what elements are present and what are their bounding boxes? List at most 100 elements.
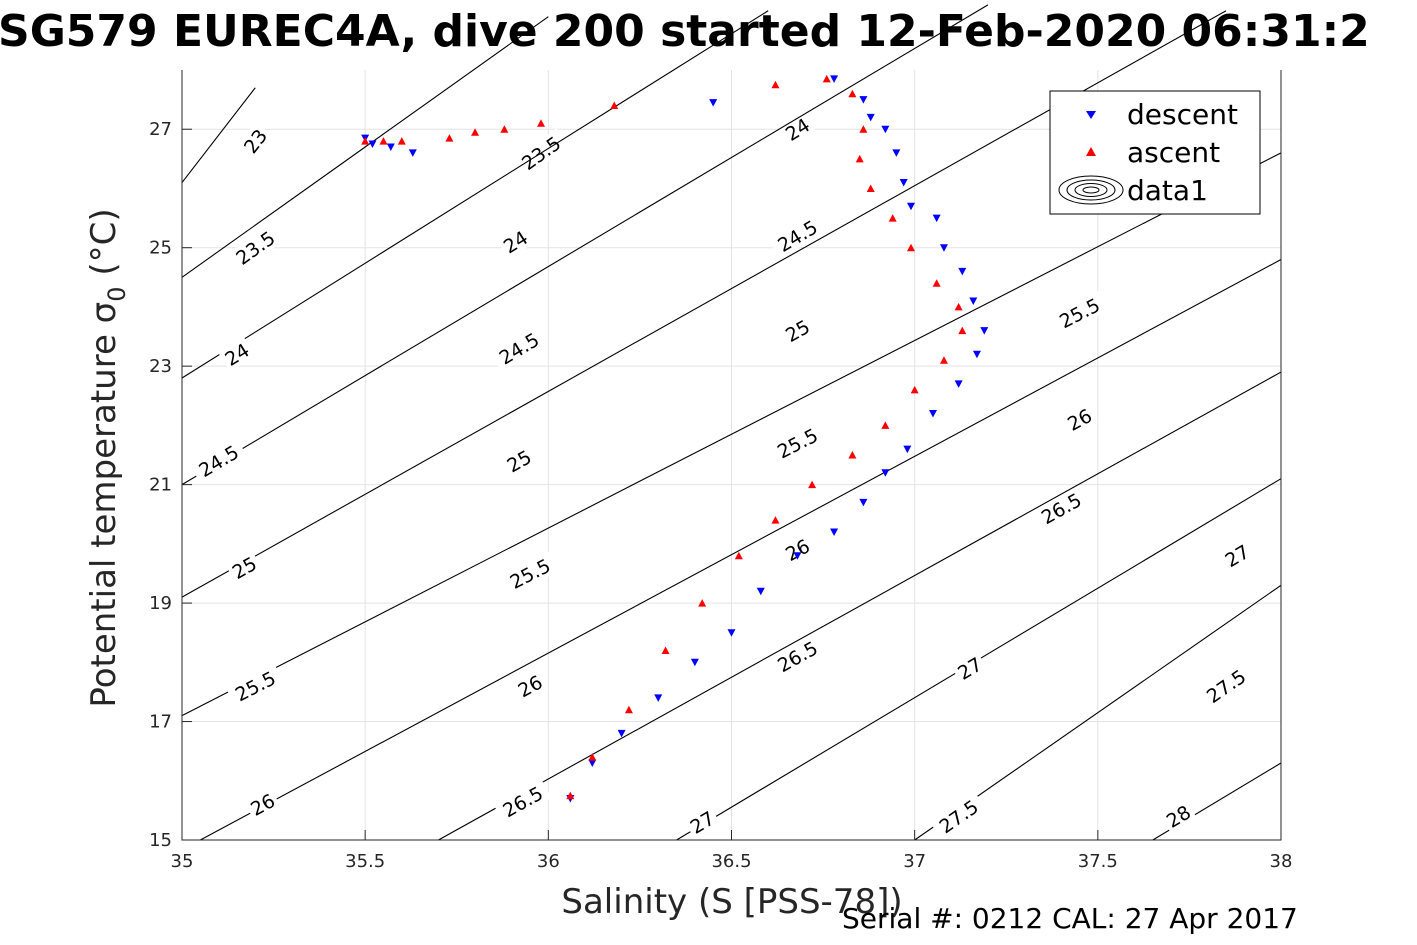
descent-point: [830, 75, 839, 83]
ascent-point: [866, 184, 875, 192]
ascent-point: [848, 89, 857, 98]
ascent-point: [881, 421, 890, 429]
contour-label-bg: [1159, 799, 1197, 834]
y-axis-label: Potential temperature σ0 (°C): [84, 208, 131, 707]
descent-point: [928, 410, 937, 418]
descent-point: [727, 629, 736, 637]
contour-label-bg: [189, 437, 248, 485]
data-points: [361, 74, 989, 803]
contour-label-bg: [500, 551, 560, 596]
x-tick-label: 36: [537, 851, 560, 872]
contour-label: 26: [779, 532, 816, 567]
contour-label-bg: [1061, 402, 1098, 437]
x-tick-label: 38: [1270, 851, 1293, 872]
x-tick-label: 35: [171, 851, 194, 872]
contour-label-bg: [778, 111, 816, 147]
calibration-footer: Serial #: 0212 CAL: 27 Apr 2017: [842, 902, 1298, 935]
ascent-point: [397, 137, 406, 145]
legend-box: [1049, 90, 1261, 215]
contour-label-bg: [778, 313, 816, 348]
descent-point: [408, 149, 417, 157]
ascent-point: [698, 599, 707, 607]
contour-label-bg: [779, 532, 816, 567]
descent-point: [969, 297, 978, 305]
ascent-point: [888, 214, 897, 222]
contour-label-bg: [930, 791, 988, 841]
descent-point: [980, 327, 989, 335]
descent-point: [866, 113, 875, 122]
y-axis-label-main: Potential temperature σ: [84, 302, 124, 708]
contour-label-bg: [768, 212, 827, 260]
ascent-point: [734, 551, 743, 560]
ascent-point: [771, 516, 780, 524]
ascent-point: [954, 302, 963, 311]
descent-point: [690, 658, 699, 667]
descent-point: [954, 380, 963, 388]
contour-label-bg: [511, 669, 549, 703]
contour-label-bg: [768, 633, 827, 680]
descent-point: [756, 587, 765, 596]
ascent-point: [848, 451, 857, 459]
contour-label-bg: [493, 778, 552, 825]
contour-label-bg: [226, 663, 285, 709]
contour-label-bg: [225, 550, 263, 585]
ascent-point: [471, 128, 480, 136]
contour-line-26: [200, 259, 1282, 841]
descent-point: [899, 179, 908, 187]
descent-point: [654, 694, 663, 702]
descent-point: [709, 99, 718, 107]
ascent-point: [932, 279, 941, 287]
contour-label-bg: [496, 224, 534, 260]
descent-point: [859, 498, 868, 507]
descent-point: [903, 445, 912, 454]
legend-descent-marker: [1086, 111, 1096, 119]
ascent-point: [537, 119, 546, 127]
ascent-point: [500, 125, 509, 133]
x-tick-label: 37.5: [1078, 851, 1118, 872]
descent-point: [907, 202, 916, 211]
ascent-point: [907, 243, 916, 252]
ascent-point: [445, 134, 454, 142]
ascent-point: [566, 791, 575, 800]
legend: descent ascent data1: [1049, 90, 1261, 215]
contour-label-bg: [1032, 485, 1091, 532]
contour-line-23-5: [181, 16, 549, 278]
contour-line-24-5: [181, 4, 989, 486]
legend-ascent-label: ascent: [1127, 136, 1220, 169]
descent-point: [793, 552, 802, 560]
y-tick-label: 17: [149, 712, 172, 733]
legend-contour-icon: [1058, 175, 1124, 205]
x-tick-label: 37: [903, 851, 926, 872]
contour-label-bg: [237, 122, 274, 160]
contour-label-bg: [1197, 661, 1255, 711]
descent-point: [386, 143, 395, 151]
contour-label-bg: [1050, 290, 1109, 335]
descent-point: [939, 244, 948, 252]
y-tick-label: 21: [149, 475, 172, 496]
chart-title: SG579 EUREC4A, dive 200 started 12-Feb-2…: [0, 6, 1370, 57]
y-tick-label: 25: [149, 238, 172, 259]
legend-ascent-marker: [1086, 147, 1096, 156]
ascent-point: [379, 137, 388, 145]
descent-point: [958, 267, 967, 276]
descent-point: [859, 96, 868, 104]
legend-data1-label: data1: [1127, 174, 1208, 207]
descent-point: [881, 469, 890, 477]
contour-label-bg: [683, 805, 721, 840]
ascent-point: [624, 705, 633, 714]
ascent-point: [939, 356, 948, 364]
descent-point: [830, 528, 839, 536]
x-tick-label: 36.5: [711, 851, 751, 872]
ascent-point: [958, 326, 967, 335]
contour-label-bg: [1218, 538, 1256, 573]
y-axis-ticks: 15 17 19 21 23 25 27: [149, 119, 192, 851]
descent-point: [972, 350, 981, 359]
descent-point: [881, 125, 890, 134]
y-tick-label: 27: [149, 119, 172, 140]
y-tick-label: 15: [149, 830, 172, 851]
contour-line-23: [181, 87, 256, 183]
descent-point: [932, 214, 941, 223]
contour-line-24: [181, 10, 769, 379]
contour-label-bg: [218, 337, 256, 372]
